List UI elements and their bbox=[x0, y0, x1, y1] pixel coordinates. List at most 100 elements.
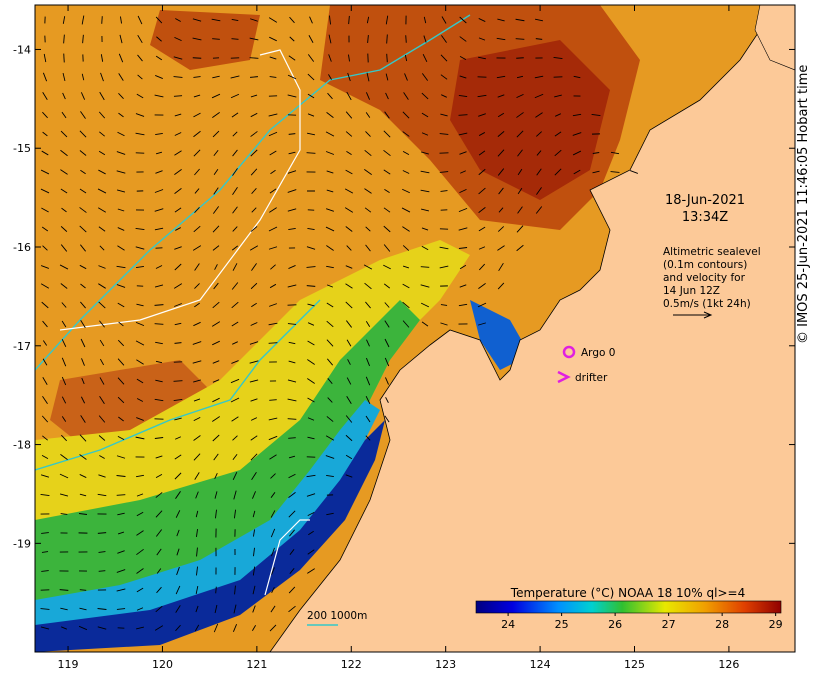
velocity-arrow bbox=[99, 377, 105, 385]
velocity-arrow bbox=[80, 396, 86, 404]
velocity-arrow bbox=[269, 36, 277, 42]
velocity-arrow bbox=[326, 339, 334, 347]
velocity-arrow bbox=[516, 225, 524, 233]
velocity-arrow bbox=[308, 35, 314, 43]
velocity-arrow bbox=[43, 53, 47, 63]
velocity-arrow bbox=[173, 76, 183, 78]
velocity-arrow bbox=[174, 132, 182, 136]
velocity-arrow bbox=[287, 284, 297, 288]
velocity-arrow bbox=[252, 529, 256, 537]
velocity-arrow bbox=[41, 454, 49, 460]
velocity-arrow bbox=[99, 91, 105, 101]
velocity-arrow bbox=[307, 436, 315, 440]
velocity-arrow bbox=[137, 15, 143, 25]
velocity-arrow bbox=[421, 245, 429, 251]
velocity-arrow bbox=[439, 246, 449, 250]
velocity-arrow bbox=[79, 434, 87, 442]
velocity-arrow bbox=[441, 35, 447, 43]
velocity-arrow bbox=[345, 226, 353, 232]
velocity-arrow bbox=[496, 75, 506, 79]
velocity-arrow bbox=[423, 35, 427, 43]
velocity-arrow bbox=[288, 55, 296, 61]
velocity-arrow bbox=[98, 435, 106, 441]
velocity-arrow bbox=[176, 529, 180, 537]
velocity-arrow bbox=[176, 566, 180, 576]
velocity-arrow bbox=[328, 54, 332, 62]
velocity-arrow bbox=[289, 16, 295, 24]
velocity-arrow bbox=[79, 225, 87, 233]
velocity-arrow bbox=[517, 206, 523, 214]
velocity-arrow bbox=[212, 75, 220, 79]
velocity-arrow bbox=[516, 93, 524, 99]
velocity-arrow bbox=[497, 94, 505, 98]
velocity-arrow bbox=[384, 188, 390, 194]
velocity-arrow bbox=[155, 492, 163, 498]
velocity-arrow bbox=[249, 245, 259, 251]
velocity-arrow bbox=[212, 112, 220, 118]
velocity-arrow bbox=[268, 342, 278, 344]
velocity-arrow bbox=[423, 16, 427, 24]
velocity-arrow bbox=[270, 605, 276, 613]
velocity-arrow bbox=[40, 493, 50, 497]
velocity-arrow bbox=[79, 150, 87, 156]
velocity-arrow bbox=[459, 75, 467, 79]
velocity-arrow bbox=[156, 586, 162, 594]
velocity-arrow bbox=[535, 206, 543, 214]
velocity-arrow bbox=[118, 112, 124, 118]
velocity-arrow bbox=[270, 528, 276, 538]
velocity-arrow bbox=[193, 149, 201, 157]
velocity-arrow bbox=[233, 604, 237, 614]
velocity-arrow bbox=[289, 568, 295, 574]
velocity-arrow bbox=[79, 607, 87, 611]
velocity-arrow bbox=[136, 548, 144, 556]
island bbox=[754, 5, 795, 71]
velocity-arrow bbox=[136, 493, 144, 497]
velocity-arrow bbox=[420, 302, 430, 308]
velocity-arrow bbox=[154, 625, 164, 631]
velocity-arrow bbox=[497, 131, 505, 137]
velocity-arrow bbox=[326, 265, 334, 269]
velocity-arrow bbox=[192, 37, 202, 41]
velocity-arrow bbox=[591, 113, 601, 117]
velocity-arrow bbox=[345, 169, 353, 175]
velocity-arrow bbox=[80, 111, 86, 119]
velocity-arrow bbox=[120, 16, 122, 24]
velocity-arrow bbox=[232, 624, 238, 632]
velocity-arrow bbox=[439, 133, 449, 135]
velocity-arrow bbox=[249, 341, 259, 345]
velocity-arrow bbox=[212, 340, 220, 346]
velocity-arrow bbox=[516, 112, 524, 118]
velocity-arrow bbox=[364, 169, 372, 175]
velocity-arrow bbox=[252, 510, 256, 518]
velocity-arrow bbox=[383, 169, 391, 175]
velocity-arrow bbox=[497, 226, 505, 232]
velocity-arrow bbox=[154, 284, 164, 288]
velocity-arrow bbox=[117, 208, 125, 212]
depth-legend: 200 1000m bbox=[307, 610, 367, 626]
velocity-arrow bbox=[515, 18, 525, 22]
velocity-arrow bbox=[497, 112, 505, 118]
velocity-arrow bbox=[271, 567, 275, 575]
velocity-arrow bbox=[79, 264, 87, 270]
velocity-arrow bbox=[116, 569, 126, 573]
velocity-arrow bbox=[288, 586, 296, 594]
velocity-arrow bbox=[554, 168, 562, 176]
velocity-arrow bbox=[231, 321, 239, 327]
velocity-arrow bbox=[363, 264, 373, 270]
velocity-arrow bbox=[249, 37, 259, 41]
velocity-arrow bbox=[536, 168, 542, 176]
velocity-arrow bbox=[42, 92, 48, 100]
velocity-arrow bbox=[326, 111, 334, 119]
velocity-arrow bbox=[385, 92, 389, 100]
velocity-arrow bbox=[174, 113, 182, 117]
velocity-arrow bbox=[156, 548, 162, 556]
velocity-arrow bbox=[440, 304, 448, 306]
velocity-arrow bbox=[99, 339, 105, 347]
velocity-arrow bbox=[99, 320, 105, 328]
velocity-arrow bbox=[478, 37, 486, 41]
velocity-arrow bbox=[325, 435, 335, 441]
velocity-arrow bbox=[288, 360, 296, 364]
velocity-arrow bbox=[307, 378, 315, 384]
velocity-arrow bbox=[288, 264, 296, 270]
velocity-arrow bbox=[287, 323, 297, 325]
